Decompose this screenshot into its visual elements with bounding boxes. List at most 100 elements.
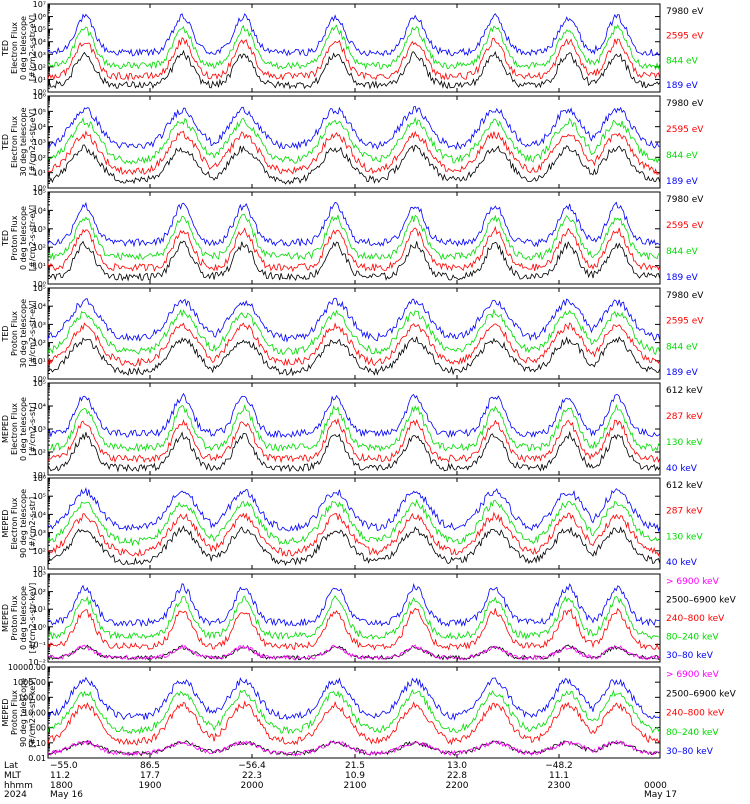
panel-frame [47, 666, 661, 759]
series-line-red [48, 607, 660, 651]
legend-entry: 189 eV [666, 273, 699, 283]
y-tick-label: 100.00 [18, 693, 46, 702]
y-tick-label: 10⁴ [33, 123, 46, 132]
series-group [48, 676, 660, 757]
y-tick-label: 10¹ [33, 169, 46, 178]
series-group [48, 487, 660, 566]
legend-entry: 240–800 keV [666, 614, 725, 624]
y-axis-label: [#/cm2-s-str-keV] [28, 677, 37, 748]
series-line-green [48, 24, 660, 71]
y-axis-label: [#/cm2-s-str-keV] [28, 583, 37, 654]
y-axis-label: Proton Flux [10, 215, 19, 260]
legend-entry: 189 eV [666, 177, 699, 187]
y-axis-label: TED [1, 134, 10, 151]
legend-entry: 844 eV [666, 342, 699, 352]
y-axis-label: MEPED [1, 415, 10, 443]
y-tick-label: 10⁶ [33, 13, 46, 22]
series-line-red [48, 37, 660, 82]
x-tick-label-lat: 86.5 [140, 761, 160, 771]
y-axis-label: Proton Flux [10, 311, 19, 356]
x-tick-label-hhmm: 2200 [446, 781, 469, 791]
y-tick-label: 10² [33, 63, 46, 72]
x-tick-label-mlt: 22.8 [447, 771, 467, 781]
y-tick-label: 10³ [33, 570, 46, 579]
y-axis-label: 90 deg telescope [19, 678, 28, 747]
x-row-label: MLT [4, 771, 22, 781]
series-line-red [48, 700, 660, 746]
y-tick-label: 10⁵ [33, 107, 46, 116]
legend-entry: 612 keV [666, 386, 703, 396]
y-tick-label: 10⁴ [33, 206, 46, 215]
series-group [48, 201, 660, 282]
x-row-label: 2024 [4, 790, 27, 800]
x-tick-label-lat: −48.2 [545, 761, 573, 771]
y-tick-label: 10⁰ [33, 623, 46, 632]
legend-entry: 240–800 keV [666, 709, 725, 719]
y-axis-label: 90 deg telescope [19, 489, 28, 558]
legend-entry: > 6900 keV [666, 577, 720, 587]
y-tick-label: 10¹ [33, 75, 46, 84]
panel-8: 0.01 0.10 1.00 10.00 100.00 1000.00 10000.00 ME… [1, 663, 737, 763]
y-tick-label: 10.00 [23, 709, 46, 718]
x-tick-label-date: May 16 [50, 790, 83, 800]
legend-entry: 2595 eV [666, 125, 704, 135]
y-tick-label: 10⁶ [33, 474, 46, 483]
y-tick-label: 10⁵ [33, 25, 46, 34]
y-tick-label: 10⁴ [33, 402, 46, 411]
panel-frame [47, 382, 661, 476]
x-tick-label-mlt: 22.3 [242, 771, 262, 781]
y-tick-label: 10¹ [33, 605, 46, 614]
series-line-red [48, 225, 660, 273]
panel-3: 10⁰ 10¹ 10² 10³ 10⁴ 10⁵ TED Proton Flux 0 deg te… [1, 188, 704, 289]
panel-frame [47, 191, 661, 285]
series-line-blue [48, 105, 660, 151]
y-axis-label: 0 deg telescope [19, 206, 28, 270]
y-tick-label: 10² [33, 588, 46, 597]
x-tick-label-hhmm: 1900 [139, 781, 162, 791]
series-line-red [48, 511, 660, 557]
y-tick-label: 10⁰ [33, 280, 46, 289]
y-tick-label: 10⁶ [33, 92, 46, 101]
y-tick-label: 10² [33, 448, 46, 457]
legend-entry: 7980 eV [666, 99, 704, 109]
series-group [48, 392, 660, 473]
y-axis-label: Electron Flux [10, 497, 19, 549]
x-tick-label-mlt: 10.9 [345, 771, 365, 781]
legend-entry: 30–80 keV [666, 747, 714, 757]
y-axis-label: Electron Flux [10, 403, 19, 455]
y-axis-label: Electron Flux [10, 22, 19, 74]
legend-entry: 130 keV [666, 532, 703, 542]
legend-entry: 7980 eV [666, 291, 704, 301]
series-line-green [48, 213, 660, 261]
series-line-blue [48, 201, 660, 248]
x-row-label: Lat [4, 761, 19, 771]
y-tick-label: 0.10 [28, 739, 46, 748]
x-tick-label-hhmm: 1800 [50, 781, 73, 791]
legend-entry: 30–80 keV [666, 651, 714, 661]
y-axis-label: 30 deg telescope [19, 299, 28, 368]
y-tick-label: 10⁰ [33, 184, 46, 193]
y-axis-label: TED [1, 230, 10, 247]
legend-entry: 40 keV [666, 464, 698, 474]
series-line-magenta [48, 739, 660, 757]
y-tick-label: 10⁴ [33, 38, 46, 47]
x-tick-label-mlt: 17.7 [140, 771, 160, 781]
y-axis-label: 0 deg telescope [19, 586, 28, 650]
x-tick-label-mlt: 11.2 [50, 771, 70, 781]
x-tick-label-date: May 17 [644, 790, 677, 800]
y-tick-label: 0.01 [28, 754, 46, 763]
legend-entry: > 6900 keV [666, 670, 720, 680]
legend-entry: 287 keV [666, 507, 703, 517]
series-line-green [48, 498, 660, 547]
series-group [48, 583, 660, 661]
legend-entry: 612 keV [666, 481, 703, 491]
series-line-green [48, 403, 660, 453]
y-tick-label: 10² [33, 547, 46, 556]
series-group [48, 105, 660, 185]
y-tick-label: 10⁵ [33, 492, 46, 501]
legend-entry: 80–240 keV [666, 728, 719, 738]
y-tick-label: 10² [33, 153, 46, 162]
legend-entry: 7980 eV [666, 7, 704, 17]
series-line-blue [48, 676, 660, 721]
y-tick-label: 10⁻² [28, 658, 46, 667]
